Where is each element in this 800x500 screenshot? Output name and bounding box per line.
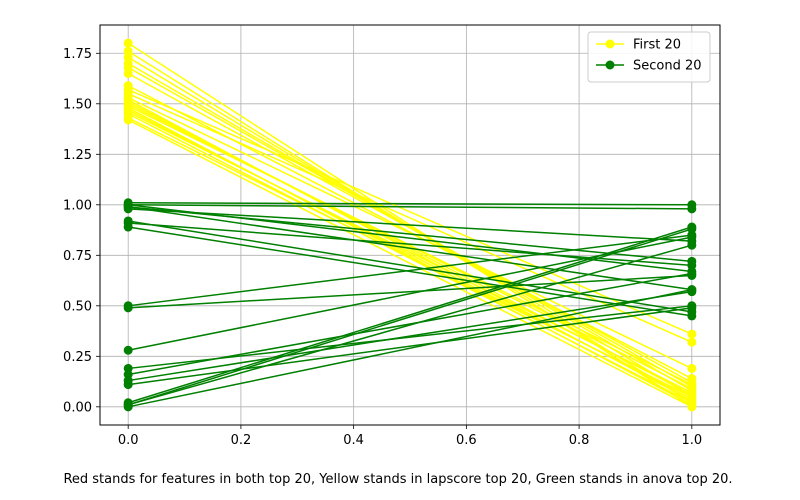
legend-label: First 20 [633,38,681,53]
series-line [127,117,693,398]
data-point [123,222,133,232]
series-line [127,111,693,394]
series-line [128,208,692,242]
data-point [687,402,697,412]
data-point [687,232,697,242]
data-point [687,260,697,270]
x-tick-label: 0.8 [569,433,590,448]
series-line [127,244,693,406]
series-line [127,119,693,408]
data-point [687,240,697,250]
series-line [128,234,692,307]
x-tick-label: 1.0 [681,433,702,448]
y-tick-label: 1.00 [63,198,92,213]
series-2 [123,198,697,412]
series-line [127,105,693,386]
figure-caption: Red stands for features in both top 20, … [63,472,733,487]
series-line [128,226,692,317]
data-point [687,303,697,313]
data-point [687,311,697,321]
y-tick-label: 0.25 [63,350,92,365]
series-line [128,288,692,408]
series-line [128,307,692,386]
data-point [123,68,133,78]
x-tick-label: 0.0 [118,433,139,448]
series-line [128,206,692,263]
data-point [123,402,133,412]
series-line [127,66,693,388]
data-point [687,329,697,339]
series-line [128,204,692,210]
series-line [127,84,693,380]
x-tick-label: 0.6 [456,433,477,448]
y-tick-label: 0.00 [63,400,92,415]
series-line [127,228,693,406]
y-tick-label: 1.50 [63,97,92,112]
data-point [123,303,133,313]
data-point [123,380,133,390]
y-tick-label: 0.50 [63,299,92,314]
x-tick-label: 0.4 [343,433,364,448]
series-line [128,274,692,309]
data-point [123,204,133,214]
series-line [127,226,693,404]
series-line [128,220,692,313]
y-tick-label: 0.75 [63,249,92,264]
series-line [127,72,693,384]
series-line [128,202,692,206]
axes: 0.0 0.2 0.4 0.6 0.8 1.0 0.00 0.25 0.50 0.75 1.00 1.… [63,47,702,448]
data-point [123,345,133,355]
plot-frame [99,24,721,426]
series-line [128,290,692,382]
series-line [127,113,693,404]
data-point [687,204,697,214]
legend-swatch-marker [605,60,615,70]
y-tick-label: 1.25 [63,148,92,163]
data-point [123,115,133,125]
series-layer [123,38,697,412]
y-tick-label: 1.75 [63,47,92,62]
data-point [687,380,697,390]
series-line [127,103,693,390]
legend-label: Second 20 [633,59,702,74]
legend: First 20 Second 20 [587,31,711,83]
series-line [128,206,692,291]
legend-swatch-marker [605,39,615,49]
data-point [687,224,697,234]
data-point [123,38,133,48]
series-line [127,88,693,335]
data-point [687,337,697,347]
series-line [128,272,692,376]
data-point [687,363,697,373]
data-point [687,268,697,278]
data-point [687,392,697,402]
x-tick-label: 0.2 [231,433,252,448]
series-line [127,97,693,370]
data-point [687,285,697,295]
